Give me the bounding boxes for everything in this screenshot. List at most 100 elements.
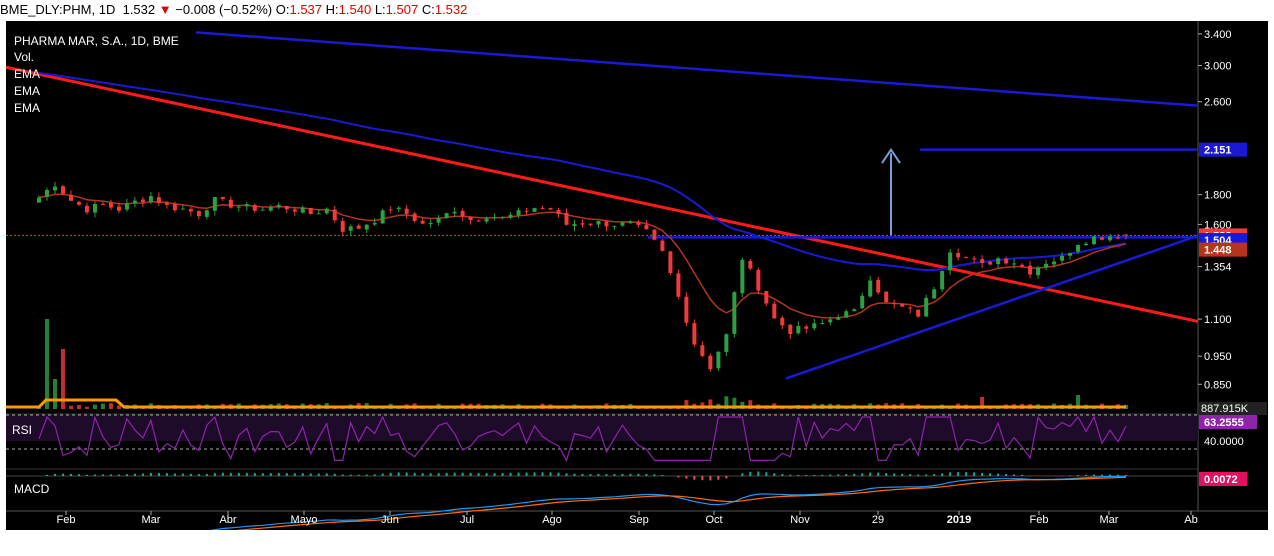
- candle: [140, 199, 145, 203]
- macd-histogram-bar: [821, 474, 824, 476]
- macd-histogram-bar: [653, 474, 656, 476]
- candle: [756, 269, 761, 291]
- macd-histogram-bar: [565, 473, 568, 476]
- candle: [996, 258, 1001, 265]
- macd-histogram-bar: [661, 475, 664, 476]
- macd-histogram-bar: [1069, 475, 1072, 476]
- candle: [204, 210, 209, 217]
- macd-histogram-bar: [933, 474, 936, 476]
- macd-histogram-bar: [925, 474, 928, 476]
- candle: [724, 334, 729, 352]
- candle: [972, 258, 977, 260]
- macd-histogram-bar: [509, 472, 512, 476]
- volume-bar: [732, 397, 737, 409]
- candle: [460, 210, 465, 217]
- price-label-box: [1199, 142, 1247, 157]
- legend-ema-1: EMA: [14, 67, 41, 81]
- macd-histogram-bar: [517, 472, 520, 476]
- x-tick-label: Mar: [142, 514, 161, 526]
- candle: [940, 270, 945, 290]
- candle: [660, 240, 665, 251]
- candle: [156, 197, 161, 204]
- macd-histogram-bar: [197, 474, 200, 476]
- target-arrow-head: [881, 147, 901, 164]
- volume-bar: [748, 400, 753, 409]
- candle: [436, 217, 441, 223]
- macd-histogram-bar: [741, 473, 744, 476]
- macd-histogram-bar: [349, 474, 352, 476]
- candle: [980, 259, 985, 263]
- macd-value-box: [1199, 472, 1247, 486]
- candle: [708, 355, 713, 370]
- candle: [796, 325, 801, 334]
- macd-histogram-bar: [997, 473, 1000, 476]
- candle: [164, 202, 169, 205]
- candle: [820, 323, 825, 325]
- candle: [716, 351, 721, 369]
- candle: [84, 205, 89, 213]
- candle: [1076, 244, 1081, 252]
- macd-histogram-bar: [429, 473, 432, 476]
- macd-histogram-bar: [69, 473, 72, 476]
- macd-histogram-bar: [693, 476, 696, 480]
- candle: [284, 206, 289, 210]
- macd-histogram-bar: [837, 474, 840, 476]
- candle: [876, 279, 881, 293]
- rsi-label: RSI: [12, 423, 33, 437]
- candle: [764, 291, 769, 304]
- candle: [548, 208, 553, 210]
- candle: [612, 226, 617, 228]
- macd-histogram-bar: [125, 474, 128, 476]
- macd-histogram-bar: [949, 472, 952, 476]
- macd-histogram-bar: [1109, 474, 1112, 476]
- macd-histogram-bar: [877, 472, 880, 476]
- macd-histogram-bar: [141, 473, 144, 476]
- candle: [1036, 267, 1041, 276]
- macd-histogram-bar: [701, 476, 704, 481]
- volume-bar: [60, 349, 65, 409]
- candle: [468, 216, 473, 221]
- candle: [1100, 237, 1105, 240]
- candle: [220, 196, 225, 199]
- candle: [852, 309, 857, 312]
- volume-value-box: [1199, 402, 1267, 415]
- candle: [268, 207, 273, 211]
- macd-histogram-bar: [1101, 474, 1104, 476]
- price-chart[interactable]: 3.4003.0002.6001.8001.6001.3541.1000.950…: [6, 21, 1268, 530]
- candle: [860, 295, 865, 309]
- candle: [388, 209, 393, 211]
- down-arrow-icon: ▼: [158, 2, 172, 17]
- macd-histogram-bar: [485, 473, 488, 476]
- macd-histogram-bar: [501, 473, 504, 476]
- high-label: H:: [325, 2, 339, 17]
- candle: [108, 202, 113, 208]
- x-tick-label: Mar: [1100, 514, 1119, 526]
- macd-histogram-bar: [261, 473, 264, 476]
- rsi-value: 63.2555: [1204, 417, 1244, 429]
- candle: [180, 208, 185, 210]
- macd-label: MACD: [14, 482, 50, 496]
- low-value: 1.507: [385, 2, 419, 17]
- candle: [252, 204, 257, 211]
- macd-histogram-bar: [277, 473, 280, 476]
- candle: [412, 213, 417, 221]
- candle: [364, 224, 369, 230]
- chart-frame[interactable]: 3.400 3.000 2.600 1.800 1.600 1.354 1.100 0.950…: [6, 21, 1268, 530]
- candle: [292, 209, 297, 212]
- candle: [276, 204, 281, 208]
- macd-histogram-bar: [421, 473, 424, 476]
- macd-histogram-bar: [317, 473, 320, 476]
- candle: [76, 201, 81, 205]
- macd-histogram-bar: [237, 472, 240, 476]
- candle: [132, 200, 137, 204]
- candle: [37, 197, 41, 203]
- legend-ema-3: EMA: [14, 101, 41, 115]
- candle: [804, 326, 809, 329]
- macd-histogram-bar: [597, 474, 600, 476]
- macd-histogram-bar: [1117, 474, 1120, 476]
- volume-bar: [84, 406, 89, 409]
- candle: [316, 213, 321, 215]
- candle: [1124, 234, 1128, 236]
- candle: [476, 220, 481, 222]
- macd-histogram-bar: [797, 474, 800, 476]
